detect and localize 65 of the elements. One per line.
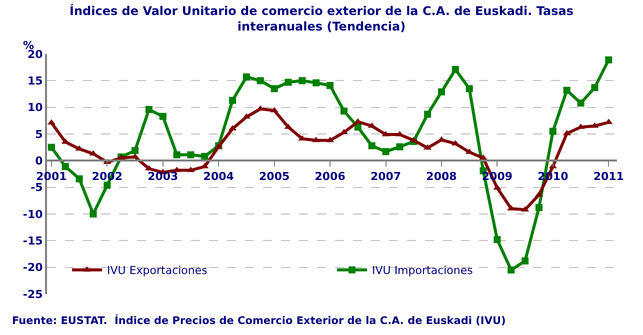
y-tick-label: 15	[27, 74, 43, 88]
point	[145, 106, 152, 113]
point	[104, 182, 111, 189]
point	[229, 96, 236, 104]
point	[48, 144, 55, 151]
point	[494, 236, 501, 244]
x-tick-label: 2011	[593, 170, 624, 183]
point	[173, 151, 180, 158]
point	[396, 143, 404, 150]
x-tick-label: 2001	[36, 170, 67, 183]
point	[382, 148, 390, 156]
point	[312, 136, 320, 142]
point	[47, 119, 56, 125]
point	[563, 86, 570, 94]
y-tick-label: -15	[22, 234, 43, 248]
y-tick-label: 10	[27, 101, 44, 114]
point	[508, 266, 515, 274]
point	[466, 85, 473, 92]
y-tick-label: -20	[22, 261, 44, 274]
y-tick-label: 0	[35, 154, 44, 168]
point	[326, 82, 334, 89]
point	[76, 175, 83, 182]
point	[424, 144, 432, 150]
point	[62, 163, 69, 170]
point	[201, 152, 208, 160]
x-tick-label: 2005	[259, 170, 290, 183]
x-tick-label: 2008	[426, 170, 457, 183]
source-note: Fuente: EUSTAT. Índice de Precios de Comercio Exterior de la C.A. de Euskadi (IVU)	[12, 314, 506, 327]
point	[577, 100, 584, 107]
point	[132, 147, 139, 154]
y-tick-label: -10	[22, 208, 44, 221]
x-tick-label: 2007	[370, 170, 402, 183]
y-tick-label: -5	[30, 181, 43, 194]
point	[438, 88, 445, 96]
point	[90, 210, 97, 218]
point	[242, 73, 250, 80]
x-tick-label: 2006	[314, 170, 346, 183]
point	[493, 184, 502, 190]
point	[549, 128, 556, 135]
legend-label: IVU Importaciones	[372, 264, 474, 278]
point	[452, 66, 459, 73]
point	[591, 84, 598, 92]
point	[424, 110, 432, 118]
point	[562, 130, 571, 136]
point	[326, 136, 334, 142]
point	[284, 78, 292, 86]
point	[312, 79, 320, 86]
point	[270, 85, 278, 92]
x-tick-label: 2004	[203, 170, 234, 183]
point	[187, 151, 194, 158]
y-tick-label: -25	[22, 288, 43, 301]
point	[605, 56, 612, 64]
point	[535, 204, 542, 212]
point	[368, 142, 376, 150]
y-tick-label: 5	[35, 128, 43, 141]
point	[340, 108, 348, 115]
point	[298, 77, 306, 84]
point	[256, 77, 264, 84]
point	[186, 166, 195, 172]
point	[131, 153, 140, 159]
x-tick-label: 2003	[148, 170, 178, 183]
chart-title: Índices de Valor Unitario de comercio exterior de la C.A. de Euskadi. Tasas interanuales (Tendencia)	[70, 3, 574, 34]
legend-label: IVU Exportaciones	[107, 264, 208, 278]
point	[522, 257, 529, 264]
point	[159, 112, 166, 120]
